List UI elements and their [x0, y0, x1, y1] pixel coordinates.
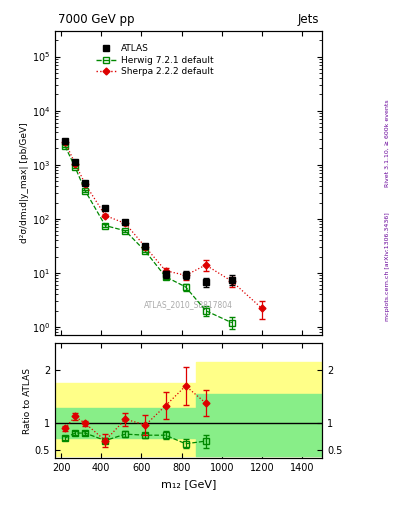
- Legend: ATLAS, Herwig 7.2.1 default, Sherpa 2.2.2 default: ATLAS, Herwig 7.2.1 default, Sherpa 2.2.…: [94, 41, 216, 79]
- Text: ATLAS_2010_S8817804: ATLAS_2010_S8817804: [144, 301, 233, 309]
- Text: 7000 GeV pp: 7000 GeV pp: [58, 13, 134, 26]
- Text: Rivet 3.1.10, ≥ 600k events: Rivet 3.1.10, ≥ 600k events: [385, 99, 389, 187]
- Text: Jets: Jets: [298, 13, 320, 26]
- Text: mcplots.cern.ch [arXiv:1306.3436]: mcplots.cern.ch [arXiv:1306.3436]: [385, 212, 389, 321]
- Y-axis label: d²σ/dm₁d|y_max| [pb/GeV]: d²σ/dm₁d|y_max| [pb/GeV]: [20, 123, 29, 243]
- X-axis label: m₁₂ [GeV]: m₁₂ [GeV]: [161, 479, 216, 488]
- Y-axis label: Ratio to ATLAS: Ratio to ATLAS: [23, 368, 32, 434]
